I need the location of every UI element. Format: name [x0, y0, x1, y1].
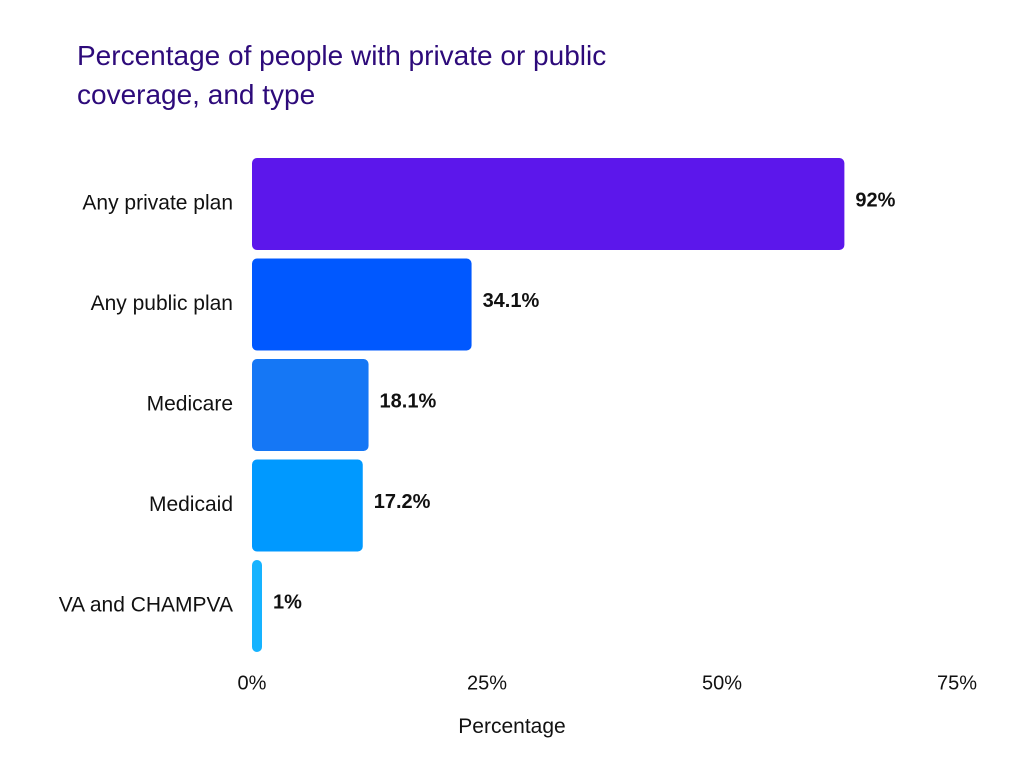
value-label-1: 34.1%: [483, 290, 540, 312]
x-tick-label-0: 0%: [238, 672, 267, 694]
bar-4: [252, 560, 262, 652]
category-label-3: Medicaid: [149, 493, 233, 516]
bar-3: [252, 459, 363, 552]
value-label-2: 18.1%: [380, 390, 437, 412]
value-label-0: 92%: [855, 189, 895, 211]
bar-1: [252, 258, 472, 351]
category-label-1: Any public plan: [91, 292, 233, 315]
x-axis-title: Percentage: [458, 715, 565, 738]
category-label-2: Medicare: [147, 393, 233, 416]
x-tick-label-3: 75%: [937, 672, 977, 694]
value-label-3: 17.2%: [374, 491, 431, 513]
chart-title: Percentage of people with private or pub…: [77, 40, 607, 110]
category-label-0: Any private plan: [82, 192, 233, 215]
value-label-4: 1%: [273, 591, 302, 613]
bar-2: [252, 359, 369, 451]
x-tick-label-2: 50%: [702, 672, 742, 694]
category-label-4: VA and CHAMPVA: [59, 594, 233, 617]
bar-0: [252, 158, 845, 250]
x-tick-label-1: 25%: [467, 672, 507, 694]
